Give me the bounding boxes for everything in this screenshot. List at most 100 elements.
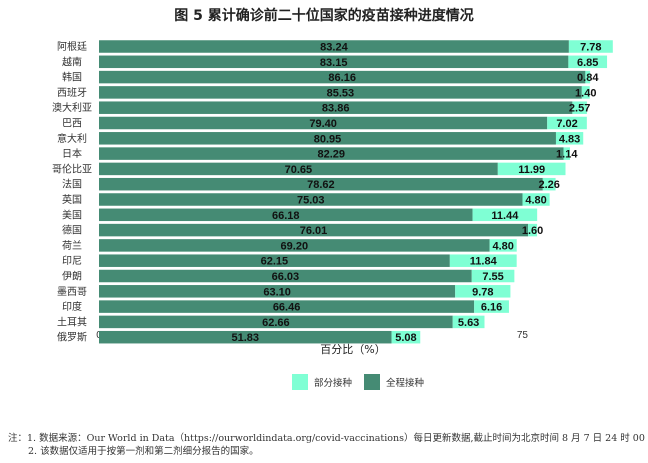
- value-label-partial: 4.80: [525, 195, 546, 207]
- category-label: 墨西哥: [57, 286, 87, 298]
- value-label-partial: 0.84: [577, 72, 599, 84]
- bar-partial-vaccination: [528, 223, 538, 237]
- bar-partial-vaccination: [391, 330, 421, 344]
- x-tick-label: 75: [517, 330, 529, 341]
- bar-full-vaccination: [99, 162, 498, 176]
- bar-full-vaccination: [99, 177, 543, 191]
- value-label-full: 51.83: [232, 332, 260, 344]
- bar-full-vaccination: [99, 132, 556, 145]
- value-label-partial: 4.83: [559, 133, 580, 145]
- value-label-partial: 1.14: [556, 149, 578, 161]
- value-label-full: 78.62: [307, 179, 335, 191]
- value-label-partial: 5.08: [395, 332, 416, 344]
- bar-full-vaccination: [99, 223, 529, 237]
- value-label-partial: 6.85: [577, 57, 598, 69]
- value-label-full: 80.95: [314, 133, 342, 145]
- value-label-full: 63.10: [263, 286, 291, 298]
- category-label: 意大利: [57, 132, 87, 145]
- category-label: 荷兰: [62, 239, 82, 252]
- bar-full-vaccination: [99, 101, 573, 114]
- category-label: 印尼: [62, 255, 82, 267]
- value-label-full: 66.03: [272, 271, 300, 283]
- bar-partial-vaccination: [572, 101, 587, 114]
- bar-full-vaccination: [99, 70, 586, 84]
- legend-label: 全程接种: [386, 377, 424, 389]
- value-label-partial: 11.99: [518, 164, 545, 176]
- bar-full-vaccination: [99, 86, 582, 99]
- value-label-partial: 5.63: [458, 317, 479, 329]
- value-label-partial: 7.55: [482, 271, 503, 283]
- bar-partial-vaccination: [563, 147, 570, 160]
- bar-partial-vaccination: [568, 55, 608, 69]
- bars: [99, 40, 613, 344]
- bar-full-vaccination: [99, 147, 564, 160]
- category-label: 伊朗: [62, 271, 82, 283]
- category-label: 巴西: [62, 118, 82, 130]
- bar-partial-vaccination: [489, 239, 517, 252]
- value-label-full: 83.24: [320, 42, 348, 54]
- bar-partial-vaccination: [547, 116, 587, 130]
- value-label-full: 62.15: [261, 256, 289, 268]
- bar-partial-vaccination: [555, 132, 584, 145]
- legend-swatch: [292, 374, 308, 390]
- value-label-partial: 1.60: [522, 225, 543, 237]
- value-label-partial: 4.80: [492, 240, 513, 252]
- bar-full-vaccination: [99, 208, 473, 222]
- category-label: 阿根廷: [57, 40, 87, 53]
- legend-label: 部分接种: [314, 377, 352, 389]
- category-label: 美国: [62, 208, 82, 221]
- bar-partial-vaccination: [455, 285, 511, 298]
- category-label: 法国: [62, 178, 82, 191]
- value-label-full: 76.01: [300, 225, 328, 237]
- value-label-full: 62.66: [262, 317, 290, 329]
- bar-partial-vaccination: [474, 300, 509, 313]
- bar-full-vaccination: [99, 254, 450, 267]
- bar-partial-vaccination: [585, 70, 591, 84]
- bar-full-vaccination: [99, 330, 392, 344]
- value-label-full: 75.03: [297, 195, 325, 207]
- bar-partial-vaccination: [568, 40, 613, 53]
- x-axis-label: 百分比（%）: [320, 343, 385, 356]
- bar-partial-vaccination: [471, 269, 515, 283]
- bar-full-vaccination: [99, 193, 523, 206]
- bar-partial-vaccination: [472, 208, 538, 222]
- bar-full-vaccination: [99, 116, 548, 130]
- value-label-full: 66.46: [273, 302, 301, 314]
- value-label-partial: 11.84: [470, 256, 498, 268]
- bar-full-vaccination: [99, 285, 456, 298]
- category-label: 西班牙: [57, 87, 87, 99]
- value-label-full: 66.18: [272, 210, 300, 222]
- category-label: 越南: [62, 55, 82, 68]
- value-label-full: 79.40: [309, 118, 337, 130]
- category-label: 英国: [62, 193, 82, 206]
- bar-full-vaccination: [99, 300, 475, 313]
- value-label-partial: 7.78: [580, 42, 601, 54]
- footnote-2: 2. 该数据仅适用于按第一剂和第二剂细分报告的国家。: [28, 446, 259, 457]
- category-label: 俄罗斯: [57, 331, 87, 344]
- category-label: 印度: [62, 300, 82, 313]
- bar-full-vaccination: [99, 269, 472, 283]
- value-label-full: 85.53: [327, 87, 355, 99]
- bar-full-vaccination: [99, 315, 453, 329]
- category-label: 韩国: [62, 71, 82, 84]
- bar-full-vaccination: [99, 239, 490, 252]
- category-label: 澳大利亚: [52, 101, 92, 114]
- bar-full-vaccination: [99, 55, 569, 69]
- chart-title: 图 5 累计确诊前二十位国家的疫苗接种进度情况: [174, 7, 474, 24]
- category-label: 哥伦比亚: [52, 162, 92, 175]
- value-label-full: 82.29: [317, 149, 345, 161]
- value-label-partial: 2.26: [538, 179, 559, 191]
- value-label-full: 83.86: [322, 103, 350, 115]
- value-label-partial: 6.16: [481, 302, 502, 314]
- bar-partial-vaccination: [452, 315, 485, 329]
- value-label-partial: 2.57: [569, 103, 590, 115]
- category-label: 日本: [62, 147, 82, 160]
- category-label: 德国: [62, 224, 82, 237]
- value-label-full: 70.65: [285, 164, 313, 176]
- footnote-1: 注：1. 数据来源：Our World in Data（https://ourw…: [8, 433, 648, 444]
- bar-partial-vaccination: [542, 177, 556, 191]
- value-label-partial: 11.44: [491, 210, 519, 222]
- value-label-partial: 7.02: [556, 118, 577, 130]
- value-label-partial: 1.40: [575, 87, 596, 99]
